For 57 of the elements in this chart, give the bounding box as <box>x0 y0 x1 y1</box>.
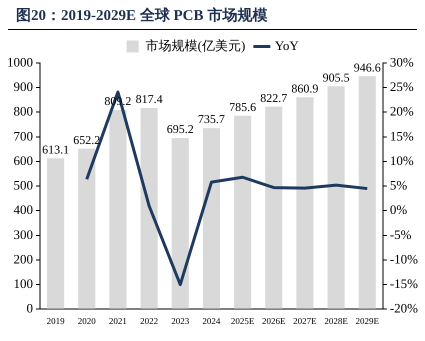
y-tick-label: 400 <box>14 202 33 218</box>
x-tick-label: 2025E <box>230 316 255 326</box>
data-label: 652.2 <box>73 132 100 147</box>
bar <box>296 97 314 309</box>
y2-tick-label: -20% <box>390 300 418 316</box>
y2-tick-label: -5% <box>390 226 412 242</box>
y-tick-label: 300 <box>14 226 33 242</box>
y2-tick-label: 10% <box>390 152 414 168</box>
x-tick-label: 2027E <box>293 316 318 326</box>
data-label: 946.6 <box>354 60 381 74</box>
x-tick-label: 2029E <box>356 316 380 326</box>
bar <box>358 76 376 309</box>
x-tick-label: 2021 <box>108 316 127 326</box>
y-tick-label: 900 <box>14 79 33 94</box>
bar <box>47 158 64 309</box>
legend-label: 市场规模(亿美元) <box>146 38 246 53</box>
bar <box>78 148 96 309</box>
bar <box>265 106 282 309</box>
bar <box>172 138 189 309</box>
y2-tick-label: -10% <box>390 251 418 266</box>
x-tick-label: 2024 <box>202 316 221 326</box>
y2-tick-label: 15% <box>390 128 414 144</box>
data-label: 860.9 <box>291 81 318 96</box>
data-label: 785.6 <box>229 100 256 114</box>
y2-tick-label: -15% <box>390 276 418 291</box>
x-tick-label: 2019 <box>46 316 66 326</box>
data-label: 817.4 <box>136 92 163 106</box>
data-label: 735.7 <box>198 112 225 126</box>
x-tick-label: 2023 <box>171 316 190 326</box>
y2-tick-label: 20% <box>390 104 414 119</box>
y2-tick-label: 25% <box>390 79 414 94</box>
y2-tick-label: 0% <box>390 202 408 218</box>
x-tick-label: 2022 <box>140 316 158 326</box>
legend-label: YoY <box>274 38 300 53</box>
bar <box>140 108 158 309</box>
y-tick-label: 200 <box>14 251 33 266</box>
bar <box>328 86 345 309</box>
bar <box>202 128 220 309</box>
y-tick-label: 800 <box>14 104 33 119</box>
y-tick-label: 1000 <box>7 54 33 70</box>
y-tick-label: 700 <box>14 128 33 144</box>
y-tick-label: 500 <box>14 178 33 193</box>
x-tick-label: 2028E <box>324 316 348 326</box>
bar <box>109 110 126 309</box>
data-label: 613.1 <box>42 142 70 156</box>
data-label: 695.2 <box>166 122 194 136</box>
data-label: 822.7 <box>260 90 288 105</box>
y-tick-label: 0 <box>26 300 33 316</box>
y2-tick-label: 5% <box>390 178 408 193</box>
bar <box>234 116 252 309</box>
y-tick-label: 600 <box>14 152 33 168</box>
chart-title: 图20：2019-2029E 全球 PCB 市场规模 <box>8 0 417 30</box>
y-tick-label: 100 <box>14 276 33 291</box>
x-tick-label: 2020 <box>78 316 96 326</box>
y2-tick-label: 30% <box>390 54 414 70</box>
x-tick-label: 2026E <box>262 316 286 326</box>
data-label: 905.5 <box>322 70 350 84</box>
